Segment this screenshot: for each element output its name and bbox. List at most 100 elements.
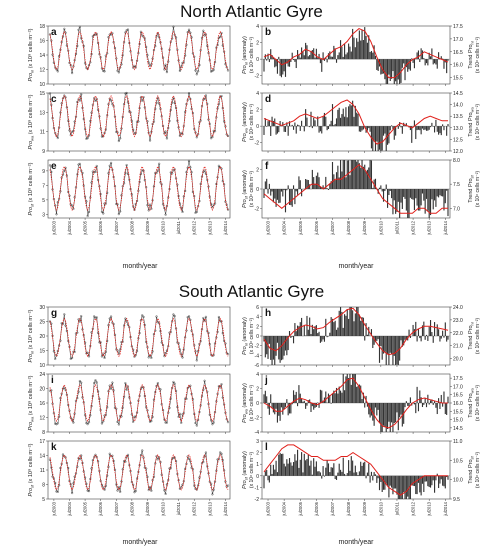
observed-point xyxy=(107,172,110,175)
anomaly-bar xyxy=(288,121,291,127)
y-tick-label: 2 xyxy=(256,387,259,393)
anomaly-bar xyxy=(382,336,385,354)
observed-point xyxy=(98,341,101,344)
anomaly-bar xyxy=(412,475,414,486)
observed-point xyxy=(86,489,89,492)
observed-point xyxy=(63,27,66,30)
anomaly-bar xyxy=(434,189,436,201)
anomaly-bar xyxy=(307,329,309,336)
anomaly-bar xyxy=(384,59,386,80)
anomaly-bar xyxy=(446,475,448,478)
anomaly-bar xyxy=(393,126,395,140)
anomaly-bar xyxy=(318,126,320,133)
anomaly-bar xyxy=(364,164,366,189)
y-tick-label: -2 xyxy=(255,141,260,147)
y-right-tick-label: 17.5 xyxy=(453,376,463,382)
observed-point xyxy=(102,212,105,215)
anomaly-bar xyxy=(330,403,332,404)
observed-point xyxy=(156,458,159,461)
anomaly-bar xyxy=(319,336,321,343)
observed-point xyxy=(216,107,219,110)
anomaly-bar xyxy=(290,59,292,62)
observed-point xyxy=(95,381,98,384)
anomaly-bar xyxy=(314,120,316,127)
anomaly-bar xyxy=(295,59,297,69)
anomaly-bar xyxy=(416,52,418,60)
anomaly-bar xyxy=(400,403,402,415)
anomaly-bar xyxy=(268,403,270,415)
anomaly-bar xyxy=(318,331,320,336)
x-tick-label: jul2005 xyxy=(83,501,88,516)
anomaly-bar xyxy=(438,126,440,135)
anomaly-bar xyxy=(352,460,354,476)
anomaly-bar xyxy=(299,57,301,60)
anomaly-bar xyxy=(271,55,273,60)
observed-point xyxy=(152,333,156,336)
anomaly-bar xyxy=(353,116,355,127)
observed-point xyxy=(65,393,68,396)
anomaly-bar xyxy=(404,336,406,340)
anomaly-bar xyxy=(317,333,319,336)
x-tick-label: jul2013 xyxy=(427,220,432,235)
anomaly-bar xyxy=(287,463,289,476)
observed-point xyxy=(165,137,169,140)
anomaly-bar xyxy=(400,189,402,203)
observed-point xyxy=(185,103,188,106)
anomaly-bar xyxy=(382,189,385,202)
anomaly-bar xyxy=(337,327,339,336)
model-series xyxy=(49,30,229,71)
anomaly-bar xyxy=(339,40,342,60)
anomaly-bar xyxy=(305,109,307,127)
panel-i: i 8 12 16 20 24 Prowa (x 10⁸ cells m⁻²) xyxy=(27,372,231,436)
anomaly-bar xyxy=(345,107,347,127)
anomaly-bar xyxy=(311,403,313,407)
anomaly-bar xyxy=(330,467,332,476)
observed-point xyxy=(172,25,175,28)
panel-frame xyxy=(47,373,231,433)
observed-point xyxy=(102,69,105,73)
anomaly-bar xyxy=(272,403,274,413)
anomaly-bar xyxy=(291,124,293,127)
anomaly-bar xyxy=(376,59,378,70)
anomaly-bar xyxy=(401,59,403,68)
observed-point xyxy=(57,55,61,58)
anomaly-bar xyxy=(271,473,273,476)
anomaly-bar xyxy=(391,59,393,79)
anomaly-bar xyxy=(366,334,368,336)
anomaly-bar xyxy=(342,374,344,403)
x-tick-label: jul2014 xyxy=(223,501,228,516)
anomaly-bar xyxy=(412,403,414,404)
anomaly-bar xyxy=(407,189,409,218)
observed-point xyxy=(124,382,127,385)
anomaly-bar xyxy=(447,336,449,340)
observed-point xyxy=(78,458,81,461)
anomaly-bar xyxy=(322,52,324,60)
anomaly-bar xyxy=(365,170,367,189)
observed-point xyxy=(99,341,102,344)
observed-point xyxy=(134,66,137,69)
anomaly-bar xyxy=(352,160,354,189)
anomaly-bar xyxy=(326,126,328,131)
observed-point xyxy=(94,379,97,382)
observed-point xyxy=(164,352,167,355)
anomaly-bar xyxy=(318,53,320,60)
anomaly-bar xyxy=(405,336,407,340)
y-axis-label-units: (x 10⁸ cells m⁻²) xyxy=(249,171,255,207)
x-tick-label: jul2007 xyxy=(114,501,119,516)
y-right-tick-label: 7.0 xyxy=(453,206,460,212)
x-tick-label: jul2011 xyxy=(176,220,181,235)
anomaly-bar xyxy=(374,178,377,189)
observed-point xyxy=(60,102,63,105)
observed-point xyxy=(109,33,113,36)
anomaly-bar xyxy=(315,48,317,60)
anomaly-bar xyxy=(435,189,437,207)
observed-point xyxy=(195,359,198,362)
anomaly-bar xyxy=(330,317,332,336)
observed-point xyxy=(117,139,120,143)
y-tick-label: 16 xyxy=(39,401,45,407)
observed-point xyxy=(193,412,196,416)
anomaly-bar xyxy=(435,59,437,65)
panel-letter-h: h xyxy=(265,308,271,319)
anomaly-bar xyxy=(299,180,301,189)
observed-point xyxy=(137,470,140,473)
